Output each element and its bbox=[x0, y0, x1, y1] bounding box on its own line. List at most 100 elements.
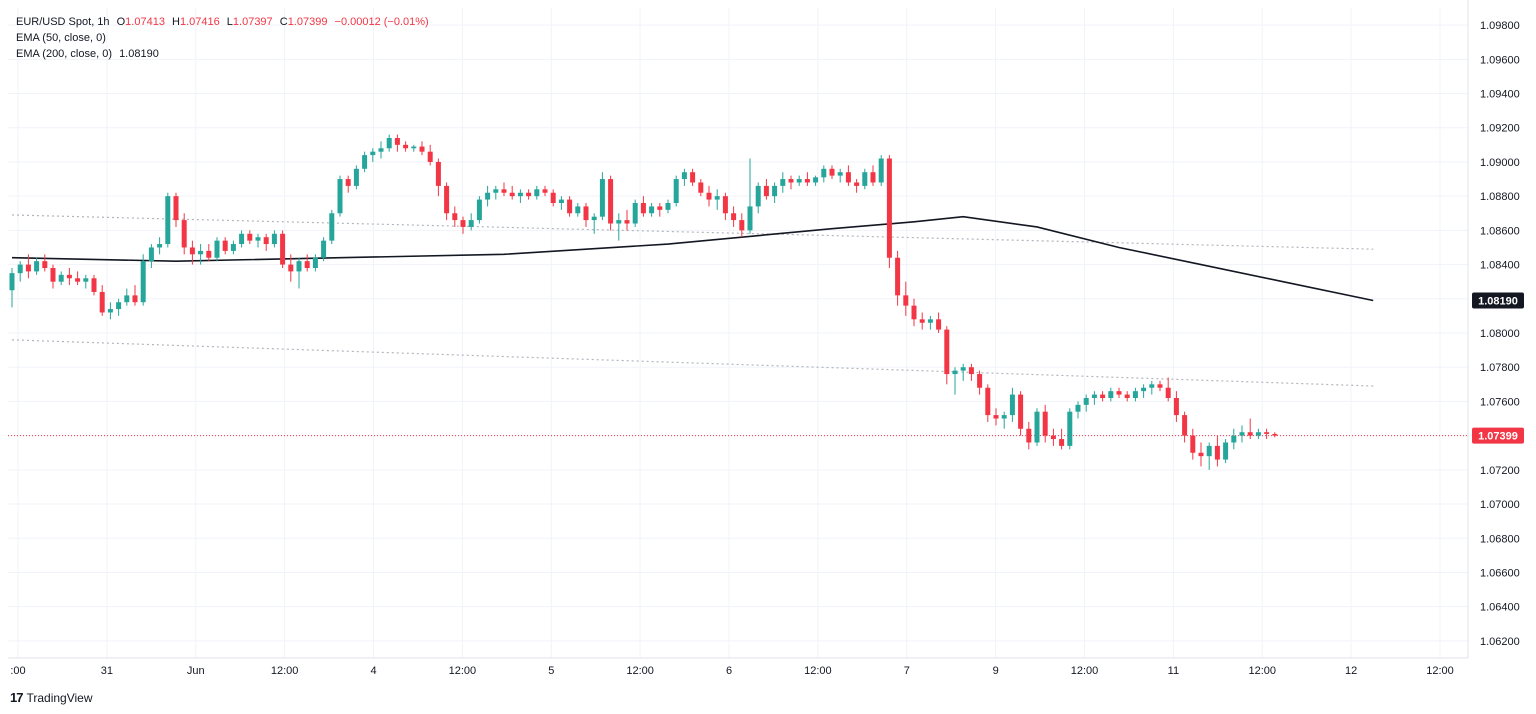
candle bbox=[960, 363, 966, 381]
candle bbox=[698, 179, 704, 197]
candle-body bbox=[9, 273, 15, 291]
price-tick-label: 1.06200 bbox=[1480, 636, 1520, 648]
candle-body bbox=[936, 319, 942, 330]
candle bbox=[419, 141, 425, 156]
candle-body bbox=[386, 138, 392, 149]
candle bbox=[509, 185, 515, 200]
candle-body bbox=[1026, 428, 1032, 443]
candle-body bbox=[567, 199, 573, 214]
candle bbox=[968, 363, 974, 381]
candle bbox=[1272, 432, 1278, 438]
candle-body bbox=[312, 257, 318, 268]
price-tick-label: 1.09400 bbox=[1480, 89, 1520, 101]
candle bbox=[460, 216, 466, 234]
candle bbox=[673, 175, 679, 207]
candle-body bbox=[214, 240, 220, 258]
candle-body bbox=[1059, 439, 1065, 446]
candle bbox=[132, 285, 138, 306]
candle-body bbox=[501, 189, 507, 193]
candle bbox=[575, 203, 581, 217]
candle-body bbox=[1141, 387, 1147, 392]
candle-body bbox=[821, 168, 827, 178]
candle bbox=[1091, 391, 1097, 405]
candle-body bbox=[1255, 432, 1261, 436]
candle-body bbox=[731, 213, 737, 221]
time-tick-label: 12:00 bbox=[1248, 665, 1276, 677]
candle-body bbox=[1001, 415, 1007, 419]
time-tick-label: 5 bbox=[548, 665, 554, 677]
candle-body bbox=[624, 220, 630, 224]
candle-body bbox=[665, 203, 671, 210]
candle-body bbox=[165, 196, 171, 245]
candle-body bbox=[17, 264, 23, 274]
candle bbox=[230, 240, 236, 255]
candle-body bbox=[796, 179, 802, 183]
candle-body bbox=[772, 185, 778, 197]
candle bbox=[772, 182, 778, 203]
candle bbox=[288, 254, 294, 282]
price-tick-label: 1.08400 bbox=[1480, 260, 1520, 272]
candle-body bbox=[263, 237, 269, 245]
time-tick-label: :00 bbox=[10, 665, 25, 677]
candle-body bbox=[1214, 445, 1220, 460]
candle-body bbox=[124, 295, 130, 303]
time-tick-label: 12:00 bbox=[271, 665, 299, 677]
candle-body bbox=[673, 179, 679, 203]
candle bbox=[42, 254, 48, 272]
candle bbox=[124, 288, 130, 306]
ema50-row[interactable]: EMA (50, close, 0) bbox=[16, 30, 429, 46]
candle-body bbox=[1116, 391, 1122, 395]
candle bbox=[591, 213, 597, 234]
candle-body bbox=[575, 206, 581, 214]
candle-body bbox=[558, 199, 564, 203]
candle-body bbox=[829, 168, 835, 176]
candle bbox=[476, 196, 482, 224]
candle-body bbox=[985, 387, 991, 416]
candle-body bbox=[157, 244, 163, 248]
price-tick-label: 1.07800 bbox=[1480, 362, 1520, 374]
candle-body bbox=[140, 261, 146, 303]
candle bbox=[681, 168, 687, 186]
candle-body bbox=[534, 189, 540, 197]
candle-body bbox=[132, 295, 138, 303]
candle bbox=[304, 254, 310, 272]
candle-body bbox=[886, 158, 892, 258]
candle-body bbox=[148, 247, 154, 262]
candle-body bbox=[616, 220, 622, 224]
candle-body bbox=[1100, 394, 1106, 398]
candle-body bbox=[452, 213, 458, 221]
candle-body bbox=[353, 168, 359, 186]
candle bbox=[517, 189, 523, 203]
price-axis[interactable]: 1.09800 1.09600 1.09400 1.09200 1.09000 1.088… bbox=[1480, 20, 1520, 648]
chart-overlays bbox=[8, 214, 1468, 437]
ema200-row[interactable]: EMA (200, close, 0) 1.08190 bbox=[16, 46, 429, 62]
candle bbox=[239, 230, 245, 248]
time-tick-label: 11 bbox=[1168, 665, 1179, 677]
candle bbox=[493, 185, 499, 200]
candle-body bbox=[509, 192, 515, 197]
candle-body bbox=[99, 291, 105, 313]
time-tick-label: 12:00 bbox=[449, 665, 477, 677]
candle-body bbox=[706, 192, 712, 200]
candle-body bbox=[944, 329, 950, 375]
candle-body bbox=[1108, 391, 1114, 398]
candle bbox=[722, 192, 728, 221]
candle bbox=[985, 384, 991, 422]
candle-body bbox=[517, 192, 523, 197]
candle bbox=[550, 189, 556, 207]
candle bbox=[263, 233, 269, 251]
candle-body bbox=[599, 179, 605, 217]
candle bbox=[403, 141, 409, 152]
candle-body bbox=[1009, 394, 1015, 416]
time-axis[interactable]: :00 31 Jun 12:00 4 12:00 5 12:00 6 12:00 7 9 12:00 11… bbox=[10, 665, 1453, 677]
candle-body bbox=[83, 278, 89, 282]
candle-body bbox=[968, 367, 974, 375]
candle-body bbox=[813, 177, 819, 183]
candle-body bbox=[698, 182, 704, 193]
candle-body bbox=[255, 237, 261, 241]
tradingview-brand[interactable]: 17 TradingView bbox=[10, 690, 93, 705]
ema200-price-tag: 1.08190 bbox=[1472, 292, 1524, 309]
candle bbox=[1157, 380, 1163, 392]
candle-body bbox=[173, 196, 179, 221]
